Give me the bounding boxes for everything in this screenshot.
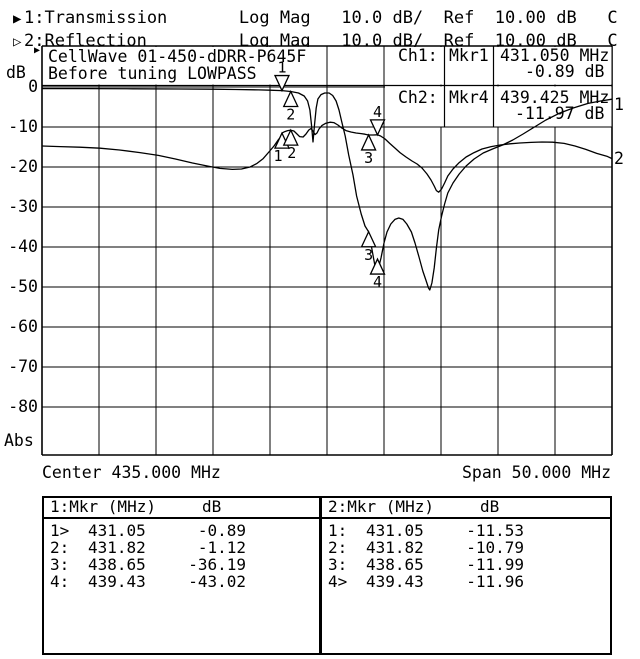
trace2-end-label: 2: [614, 149, 624, 168]
title-line1: CellWave 01-450-dDRR-P645F: [48, 47, 307, 66]
marker-2-triangle-icon: [282, 89, 299, 108]
marker-2-triangle-icon: [282, 128, 299, 146]
table-cell: 438.65: [88, 555, 146, 574]
marker-table-ch2: 2:Mkr (MHz) dB 1: 431.05 -11.53 2: 431.82 -10.…: [320, 496, 612, 655]
table-cell: 4>: [328, 572, 348, 591]
readout-ch1-bg: [385, 47, 612, 85]
table-cell: 438.65: [366, 555, 424, 574]
table-cell: 2:: [50, 538, 70, 557]
marker-3-label: 3: [364, 149, 373, 167]
table-cell: 439.43: [88, 572, 146, 591]
y-axis-bottom-label: Abs: [4, 431, 34, 450]
y-tick-label: -50: [8, 277, 38, 296]
trace-2: [41, 121, 613, 193]
marker-1-triangle-icon: [273, 74, 290, 93]
table-row: 2: 431.82 -10.79: [322, 539, 610, 556]
marker-4-triangle-icon: [369, 119, 386, 137]
readout-ch2-level: -11.97 dB: [515, 104, 605, 123]
y-tick-label: -60: [8, 317, 38, 336]
x-axis-span-label: Span 50.000 MHz: [462, 463, 612, 482]
table-row: 2: 431.82 -1.12: [44, 539, 319, 556]
y-tick-label: -40: [8, 237, 38, 256]
table-row: 4> 439.43 -11.96: [322, 573, 610, 590]
marker-table-ch1-unit-label: dB: [202, 497, 222, 516]
table-cell: 3:: [328, 555, 348, 574]
table-cell: 1>: [50, 521, 70, 540]
marker-3-triangle-icon: [360, 230, 377, 248]
y-tick-label: 0: [28, 77, 38, 96]
y-axis-unit-label: dB: [6, 63, 26, 82]
readout-ch1-marker: Mkr1: [449, 46, 489, 65]
marker-4-triangle-icon: [369, 257, 386, 275]
table-cell: -10.79: [466, 538, 524, 557]
table-cell: -11.99: [466, 555, 524, 574]
x-axis-center-label: Center 435.000 MHz: [42, 463, 221, 482]
table-cell: 431.05: [366, 521, 424, 540]
active-channel-indicator-icon: ▶: [13, 11, 22, 27]
table-cell: 2:: [328, 538, 348, 557]
readout-ch2-channel: Ch2:: [398, 88, 438, 107]
readout-ch2-bg: [385, 86, 612, 127]
y-tick-label: -30: [8, 197, 38, 216]
marker-table-ch2-rows: 1: 431.05 -11.53 2: 431.82 -10.79 3: 438.65 -11.…: [322, 519, 610, 590]
table-row: 3: 438.65 -36.19: [44, 556, 319, 573]
table-cell: 439.43: [366, 572, 424, 591]
table-cell: 1:: [328, 521, 348, 540]
marker-1-label: 1: [273, 147, 282, 165]
table-cell: -43.02: [188, 572, 246, 591]
marker-table-ch2-unit-label: dB: [480, 497, 500, 516]
table-cell: 4:: [50, 572, 70, 591]
table-cell: 431.82: [88, 538, 146, 557]
marker-table-ch1-rows: 1> 431.05 -0.89 2: 431.82 -1.12 3: 438.65 -36.19…: [44, 519, 319, 590]
table-cell: -36.19: [188, 555, 246, 574]
table-cell: -11.53: [466, 521, 524, 540]
marker-table-ch2-header-label: 2:Mkr (MHz): [328, 497, 434, 516]
trace1-end-label: 1: [614, 95, 624, 114]
marker-3-triangle-icon: [360, 133, 377, 151]
marker-4-label: 4: [373, 273, 382, 291]
table-row: 1: 431.05 -11.53: [322, 522, 610, 539]
title-line2: Before tuning LOWPASS: [48, 64, 257, 83]
table-cell: -0.89: [197, 521, 246, 540]
y-tick-label: -20: [8, 157, 38, 176]
table-cell: -1.12: [197, 538, 246, 557]
inactive-channel-indicator-icon: ▷: [13, 34, 22, 50]
readout-ch2-freq: 439.425 MHz: [500, 88, 610, 107]
marker-2-label: 2: [286, 105, 295, 123]
readout-ch1-channel: Ch1:: [398, 46, 438, 65]
marker-table-ch1: 1:Mkr (MHz) dB 1> 431.05 -0.89 2: 431.82 -1.12…: [42, 496, 321, 655]
table-cell: 431.05: [88, 521, 146, 540]
table-cell: 3:: [50, 555, 70, 574]
table-row: 3: 438.65 -11.99: [322, 556, 610, 573]
y-tick-label: -10: [8, 117, 38, 136]
marker-table-ch1-header-label: 1:Mkr (MHz): [50, 497, 156, 516]
readout-ch2-marker: Mkr4: [449, 88, 489, 107]
marker-table-ch2-header: 2:Mkr (MHz) dB: [322, 498, 610, 519]
marker-table-ch1-header: 1:Mkr (MHz) dB: [44, 498, 319, 519]
marker-4-label: 4: [373, 103, 382, 121]
trace-1: [42, 87, 613, 291]
y-tick-label: -80: [8, 397, 38, 416]
table-row: 1> 431.05 -0.89: [44, 522, 319, 539]
table-row: 4: 439.43 -43.02: [44, 573, 319, 590]
marker-1-label: 1: [277, 59, 286, 77]
channel1-header-line: ▶ 1:Transmission Log Mag 10.0 dB/ Ref 10.…: [13, 7, 618, 30]
table-cell: -11.96: [466, 572, 524, 591]
marker-3-label: 3: [364, 246, 373, 264]
channel1-header-text: 1:Transmission Log Mag 10.0 dB/ Ref 10.0…: [24, 8, 618, 28]
y-tick-label: -70: [8, 357, 38, 376]
readout-ch1-level: -0.89 dB: [525, 62, 605, 81]
trace-start-indicator-icon: ▶: [34, 45, 41, 56]
readout-ch1-freq: 431.050 MHz: [500, 46, 610, 65]
marker-2-label: 2: [287, 144, 296, 162]
table-cell: 431.82: [366, 538, 424, 557]
